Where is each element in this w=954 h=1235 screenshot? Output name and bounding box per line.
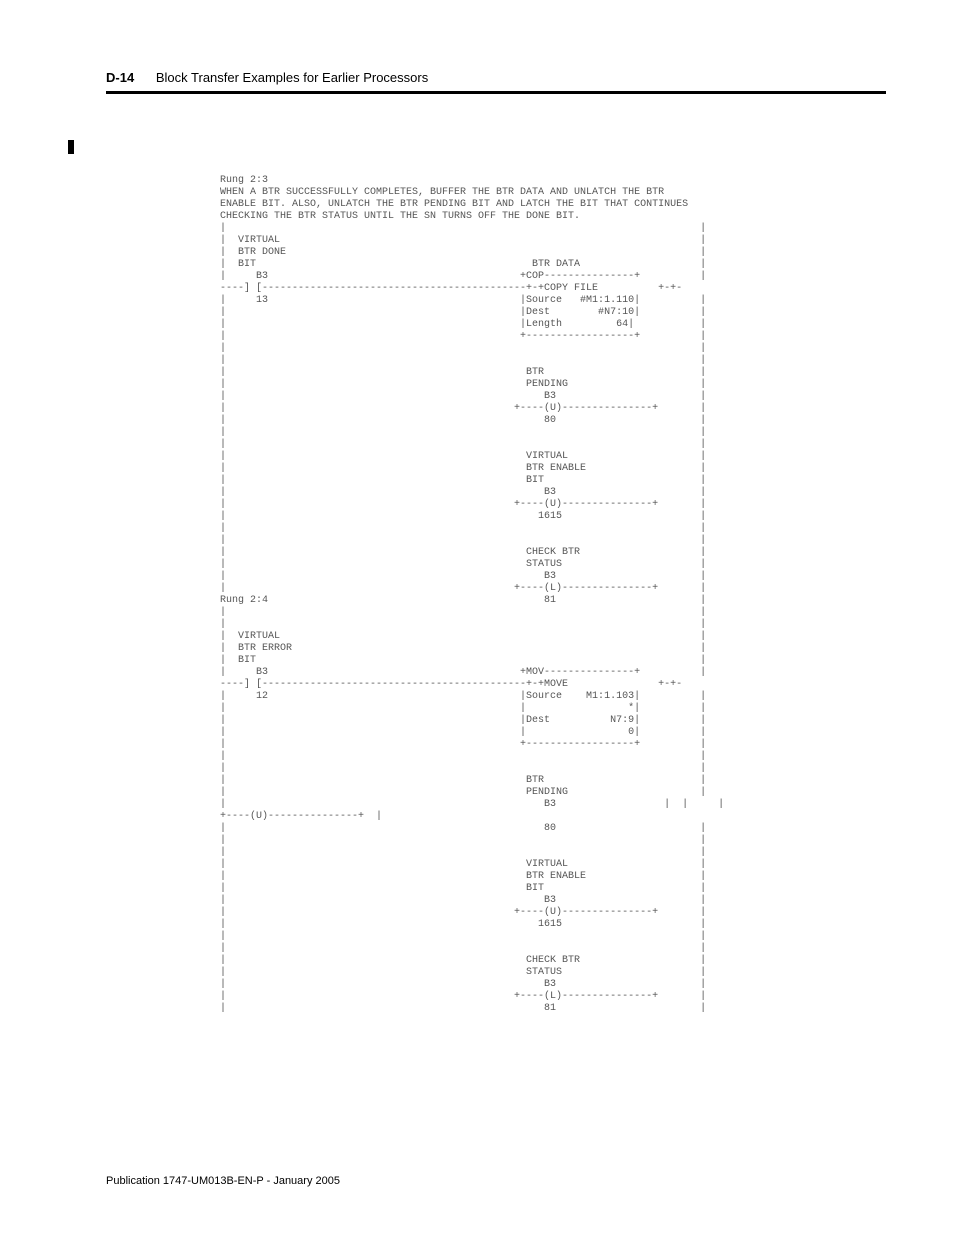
page-number: D-14 [106,70,134,85]
ladder-logic-listing: Rung 2:3 WHEN A BTR SUCCESSFULLY COMPLET… [220,175,724,1015]
page-header: D-14 Block Transfer Examples for Earlier… [106,70,886,94]
margin-change-bar [68,140,74,154]
header-text-line: D-14 Block Transfer Examples for Earlier… [106,70,886,85]
header-title: Block Transfer Examples for Earlier Proc… [156,70,428,85]
page: D-14 Block Transfer Examples for Earlier… [0,0,954,1235]
header-rule [106,91,886,94]
page-footer: Publication 1747-UM013B-EN-P - January 2… [106,1175,340,1187]
